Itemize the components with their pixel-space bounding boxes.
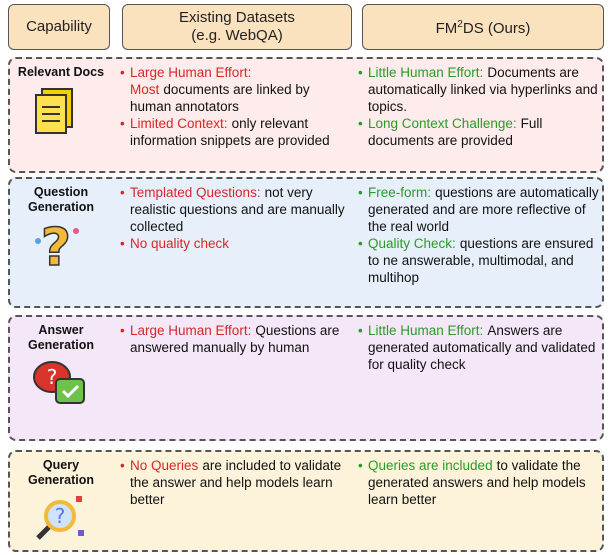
highlight: No quality check: [130, 236, 230, 251]
bullet: Little Human Effort:Documents are automa…: [356, 64, 600, 115]
svg-text:?: ?: [47, 365, 58, 389]
highlight: No Queries: [130, 458, 199, 473]
bullet: No quality check: [118, 235, 350, 252]
bullet: Quality Check:questions are ensured to n…: [356, 235, 600, 286]
capability-icon: [35, 88, 73, 134]
existing-column: Templated Questions:not very realistic q…: [118, 184, 350, 252]
bullet: Little Human Effort:Answers are generate…: [356, 322, 600, 373]
row-box: Relevant Docs Large Human Effort: Mostdoc…: [8, 57, 604, 173]
highlight: Free-form:: [368, 185, 432, 200]
capability-label: Question Generation: [28, 185, 94, 214]
ours-column: Little Human Effort:Answers are generate…: [356, 322, 600, 373]
highlight: Long Context Challenge:: [368, 116, 517, 131]
header-part: FM: [435, 20, 458, 37]
bullet-text: documents are linked by human annotators: [130, 82, 310, 114]
header-part: DS (Ours): [462, 20, 531, 37]
bullet: Large Human Effort:Questions are answere…: [118, 322, 350, 356]
header-text: (e.g. WebQA): [191, 27, 283, 44]
header-capability: Capability: [8, 4, 110, 50]
bullet-text: Questions are answered manually by human: [130, 323, 340, 355]
header-text: Capability: [26, 18, 92, 35]
bullet: Long Context Challenge:Full documents ar…: [356, 115, 600, 149]
bullet-text: are included to validate the answer and …: [130, 458, 342, 507]
capability-icon: ?: [36, 496, 84, 540]
highlight: Limited Context:: [130, 116, 228, 131]
highlight: Queries are included: [368, 458, 493, 473]
capability-label: Query Generation: [28, 458, 94, 487]
header-existing: Existing Datasets (e.g. WebQA): [122, 4, 352, 50]
capability-label: Relevant Docs: [17, 65, 105, 79]
bullet-text: to validate the generated answers and he…: [368, 458, 586, 507]
bullet: Limited Context:only relevant informatio…: [118, 115, 350, 149]
header-text: Existing Datasets: [179, 9, 295, 26]
existing-column: Large Human Effort:Questions are answere…: [118, 322, 350, 356]
highlight: Little Human Effort:: [368, 65, 484, 80]
bullet-text: not very realistic questions and are man…: [130, 185, 345, 234]
row-box: Answer Generation? Large Human Effort:Que…: [8, 315, 604, 441]
header-sup: 2: [457, 19, 463, 30]
header-text: FM2DS (Ours): [436, 16, 531, 38]
bullet: Templated Questions:not very realistic q…: [118, 184, 350, 235]
bullet: Free-form:questions are automatically ge…: [356, 184, 600, 235]
ours-column: Free-form:questions are automatically ge…: [356, 184, 600, 286]
highlight: Little Human Effort:: [368, 323, 484, 338]
highlight: Large Human Effort:: [130, 323, 252, 338]
capability-label: Answer Generation: [28, 323, 94, 352]
capability-icon: ?: [35, 219, 79, 271]
highlight: Templated Questions:: [130, 185, 261, 200]
ours-column: Little Human Effort:Documents are automa…: [356, 64, 600, 149]
header-ours: FM2DS (Ours): [362, 4, 604, 50]
bullet-text: Documents are automatically linked via h…: [368, 65, 598, 114]
highlight: Large Human Effort: Most: [130, 65, 252, 97]
svg-text:?: ?: [41, 219, 71, 271]
row-box: Question Generation? Templated Questions:…: [8, 177, 604, 308]
bullet-text: questions are ensured to ne answerable, …: [368, 236, 594, 285]
bullet-text: questions are automatically generated an…: [368, 185, 599, 234]
bullet-text: Answers are generated automatically and …: [368, 323, 596, 372]
capability-icon: ?: [33, 361, 85, 404]
bullet-text: Full documents are provided: [368, 116, 543, 148]
highlight: Quality Check:: [368, 236, 456, 251]
svg-text:?: ?: [55, 504, 66, 528]
bullet-text: only relevant information snippets are p…: [130, 116, 330, 148]
